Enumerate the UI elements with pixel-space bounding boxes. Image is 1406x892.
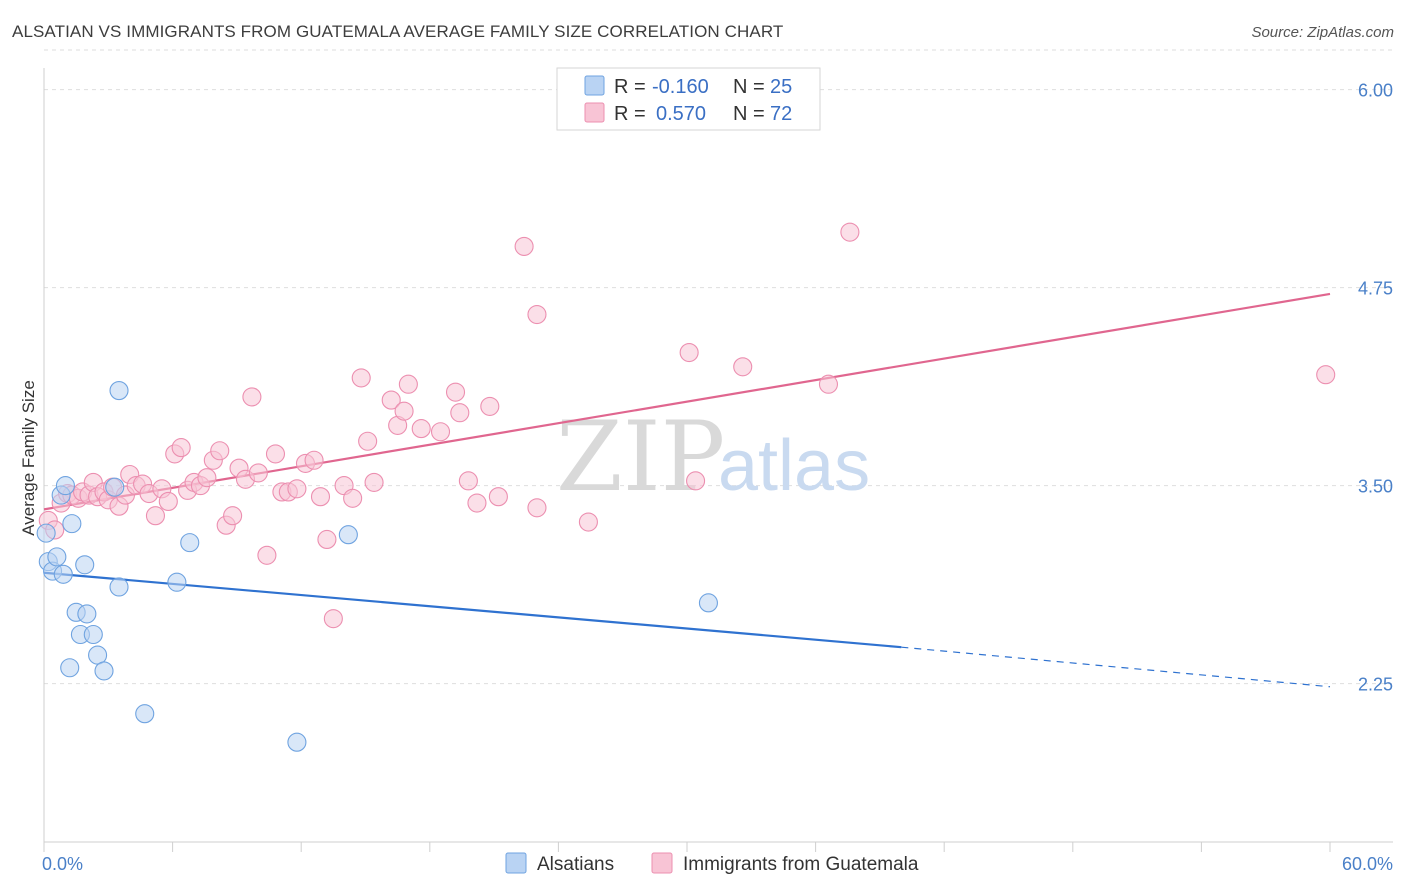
x-tick-label-min: 0.0%: [42, 854, 83, 874]
point-guatemala-50: [364, 472, 384, 492]
point-guatemala-65: [527, 304, 547, 325]
watermark: ZIP atlas: [556, 401, 870, 513]
point-guatemala-66: [578, 512, 598, 532]
y-tick-label-1: 3.50: [1358, 477, 1393, 497]
point-guatemala-59: [458, 471, 478, 491]
trend-line-alsatians-extension: [901, 646, 1331, 688]
point-guatemala-35: [248, 463, 268, 483]
legend-n-value-alsatians: 25: [770, 76, 792, 98]
point-alsatians-13: [83, 624, 103, 645]
bottom-legend-label-guatemala: Immigrants from Guatemala: [683, 854, 919, 875]
point-guatemala-71: [840, 222, 860, 242]
point-guatemala-62: [488, 487, 508, 507]
legend-swatch-alsatians: [584, 75, 605, 96]
point-guatemala-48: [351, 368, 371, 388]
point-guatemala-54: [398, 374, 418, 394]
trend-line-alsatians: [43, 571, 902, 649]
point-guatemala-43: [310, 487, 331, 507]
point-alsatians-8: [62, 514, 82, 534]
point-alsatians-21: [180, 533, 200, 553]
point-guatemala-40: [287, 479, 307, 499]
point-guatemala-42: [304, 450, 324, 470]
point-guatemala-36: [257, 545, 277, 565]
legend-n-value-guatemala: 72: [770, 103, 792, 125]
point-guatemala-47: [343, 488, 363, 508]
bottom-legend-swatch-alsatians: [505, 852, 527, 874]
axes-layer: [43, 68, 1393, 852]
point-alsatians-24: [698, 593, 718, 613]
point-alsatians-18: [109, 381, 129, 401]
y-tick-labels: 2.25 3.50 4.75 6.00: [1358, 81, 1393, 695]
point-alsatians-11: [75, 555, 95, 575]
point-guatemala-58: [450, 403, 470, 423]
point-guatemala-61: [480, 396, 500, 416]
point-alsatians-5: [53, 564, 73, 584]
point-guatemala-67: [679, 342, 699, 363]
point-alsatians-3: [47, 547, 67, 567]
point-guatemala-57: [445, 382, 466, 402]
y-tick-label-3: 6.00: [1358, 81, 1393, 101]
point-guatemala-70: [818, 374, 839, 394]
point-alsatians-6: [55, 476, 75, 496]
point-guatemala-44: [317, 529, 337, 550]
point-guatemala-55: [411, 419, 431, 439]
y-tick-label-2: 4.75: [1358, 279, 1393, 299]
point-guatemala-56: [430, 422, 451, 442]
point-guatemala-27: [197, 468, 217, 488]
legend-r-value-alsatians: -0.160: [652, 76, 709, 98]
chart-title: ALSATIAN VS IMMIGRANTS FROM GUATEMALA AV…: [12, 22, 784, 41]
point-guatemala-19: [145, 506, 166, 526]
points-layer: [36, 222, 1336, 752]
point-guatemala-64: [527, 498, 547, 518]
y-axis-label: Average Family Size: [19, 380, 38, 536]
point-guatemala-49: [358, 431, 378, 451]
point-guatemala-68: [686, 471, 706, 491]
point-alsatians-16: [105, 477, 125, 497]
point-alsatians-23: [338, 525, 358, 545]
point-guatemala-45: [323, 609, 343, 629]
point-alsatians-19: [135, 704, 155, 724]
point-alsatians-22: [287, 732, 307, 752]
bottom-legend-swatch-guatemala: [651, 852, 673, 874]
legend-swatch-guatemala: [584, 102, 605, 123]
legend-r-label-guatemala: R =: [614, 103, 646, 125]
legend-n-label-guatemala: N =: [733, 103, 765, 125]
point-alsatians-7: [60, 658, 80, 678]
watermark-atlas: atlas: [718, 426, 870, 506]
chart-source: Source: ZipAtlas.com: [1251, 24, 1394, 41]
point-guatemala-63: [514, 236, 534, 256]
point-guatemala-21: [158, 491, 178, 511]
point-alsatians-20: [167, 572, 187, 592]
y-tick-label-0: 2.25: [1358, 675, 1393, 695]
legend-r-label-alsatians: R =: [614, 76, 646, 98]
point-guatemala-72: [1316, 365, 1336, 385]
point-guatemala-29: [210, 441, 230, 461]
point-guatemala-60: [467, 493, 487, 513]
bottom-legend-label-alsatians: Alsatians: [537, 854, 614, 875]
point-alsatians-0: [36, 523, 56, 543]
point-alsatians-12: [77, 604, 97, 624]
point-alsatians-17: [109, 577, 129, 597]
top-legend: R = -0.160 N = 25 R = 0.570 N = 72: [556, 67, 821, 131]
point-guatemala-53: [394, 401, 414, 421]
x-tick-label-max: 60.0%: [1342, 854, 1393, 874]
point-guatemala-37: [265, 444, 286, 464]
point-guatemala-23: [171, 438, 191, 458]
grid-layer: [44, 49, 1393, 685]
legend-n-label-alsatians: N =: [733, 76, 765, 98]
point-guatemala-69: [733, 357, 753, 377]
point-guatemala-51: [381, 390, 401, 410]
watermark-zip: ZIP: [556, 401, 725, 513]
bottom-legend: Alsatians Immigrants from Guatemala: [505, 852, 919, 875]
point-alsatians-15: [94, 661, 114, 681]
point-guatemala-34: [242, 387, 262, 407]
point-guatemala-31: [223, 506, 243, 526]
legend-r-value-guatemala: 0.570: [656, 103, 706, 125]
